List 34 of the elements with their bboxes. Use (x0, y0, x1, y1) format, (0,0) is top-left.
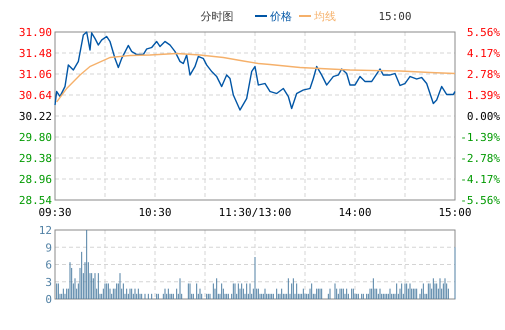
x-tick-label: 10:30 (138, 206, 172, 219)
y-tick-label: 29.38 (18, 152, 52, 165)
y2-tick-label: 5.56% (466, 26, 500, 39)
y2-tick-label: -2.78% (460, 152, 500, 165)
x-tick-label: 15:00 (438, 206, 472, 219)
y-tick-label: 28.96 (18, 173, 52, 186)
y-tick-label: 31.48 (18, 47, 52, 60)
y2-tick-label: -4.17% (460, 173, 500, 186)
y2-tick-label: 0.00% (466, 110, 500, 123)
line-series (56, 52, 456, 103)
y-tick-label: 12 (38, 224, 52, 237)
y-tick-label: 31.90 (18, 26, 52, 39)
y-tick-label: 3 (45, 276, 52, 289)
y-tick-label: 9 (45, 241, 52, 254)
y2-tick-label: -1.39% (460, 131, 500, 144)
x-tick-label: 11:30/13:00 (218, 206, 292, 219)
legend-label: 均线 (313, 10, 336, 23)
y-tick-label: 28.54 (18, 194, 52, 207)
y2-tick-label: 1.39% (466, 89, 500, 102)
y2-tick-label: -5.56% (460, 194, 500, 207)
chart-title: 分时图 (200, 10, 234, 23)
y-tick-label: 29.80 (18, 131, 52, 144)
y2-tick-label: 2.78% (466, 68, 500, 81)
y-tick-label: 0 (45, 293, 52, 306)
y-tick-label: 30.22 (18, 110, 52, 123)
legend-label: 价格 (269, 10, 292, 23)
x-tick-label: 14:00 (338, 206, 372, 219)
line-series (54, 31, 456, 111)
y-tick-label: 31.06 (18, 68, 52, 81)
text: 15:00 (378, 10, 412, 23)
y2-tick-label: 4.17% (466, 47, 500, 60)
y-tick-label: 6 (45, 258, 52, 272)
y-tick-label: 30.64 (18, 89, 52, 102)
x-tick-label: 09:30 (38, 206, 72, 219)
